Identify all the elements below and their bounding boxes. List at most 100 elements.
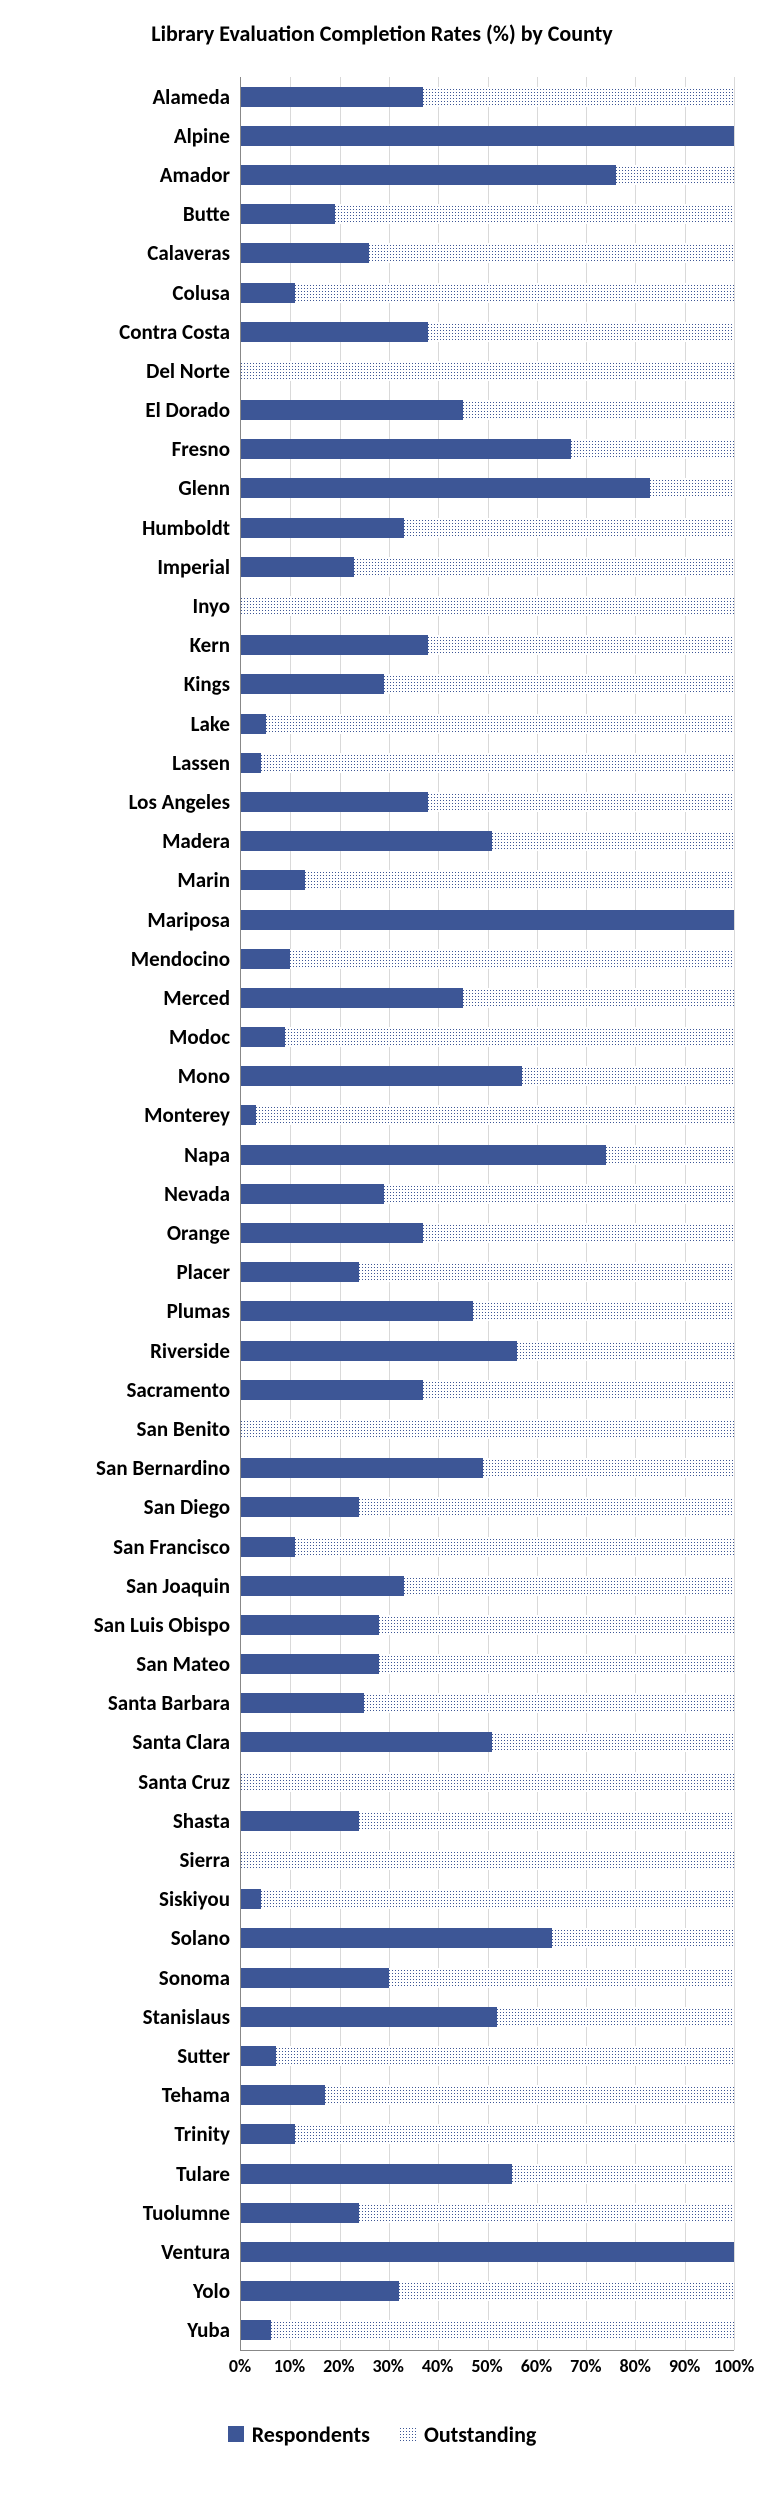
bar-outstanding — [389, 1968, 734, 1988]
county-label: Stanislaus — [30, 1997, 240, 2036]
bar-outstanding — [517, 1341, 734, 1361]
bar-outstanding — [428, 322, 734, 342]
bar-outstanding — [276, 2046, 734, 2066]
county-label: San Joaquin — [30, 1566, 240, 1605]
bar-outstanding — [483, 1458, 734, 1478]
bar-outstanding — [261, 1889, 734, 1909]
bar-outstanding — [359, 2203, 734, 2223]
bar-respondents — [241, 478, 650, 498]
bar-outstanding — [428, 792, 734, 812]
bar-respondents — [241, 557, 354, 577]
bar-outstanding — [359, 1811, 734, 1831]
county-label: Ventura — [30, 2232, 240, 2271]
legend-item-respondents: Respondents — [228, 2421, 370, 2448]
county-label: San Diego — [30, 1488, 240, 1527]
bar-outstanding — [492, 831, 734, 851]
bar-row — [241, 273, 734, 312]
bar-row — [241, 195, 734, 234]
bar-outstanding — [379, 1654, 734, 1674]
county-label: Modoc — [30, 1018, 240, 1057]
legend-label-respondents: Respondents — [252, 2421, 370, 2448]
county-label: Siskiyou — [30, 1880, 240, 1919]
county-label: Riverside — [30, 1331, 240, 1370]
county-label: Tehama — [30, 2076, 240, 2115]
x-tick: 40% — [422, 2355, 453, 2377]
bar-outstanding — [492, 1732, 734, 1752]
county-label: San Bernardino — [30, 1449, 240, 1488]
legend: Respondents Outstanding — [30, 2421, 734, 2448]
legend-item-outstanding: Outstanding — [400, 2421, 536, 2448]
bar-row — [241, 1213, 734, 1252]
bar-row — [241, 1801, 734, 1840]
bar-respondents — [241, 1693, 364, 1713]
bar-row — [241, 1292, 734, 1331]
bar-row — [241, 1645, 734, 1684]
county-label: Nevada — [30, 1174, 240, 1213]
bar-respondents — [241, 87, 423, 107]
bar-respondents — [241, 518, 404, 538]
x-tick: 0% — [229, 2355, 251, 2377]
bar-row — [241, 861, 734, 900]
county-label: Santa Cruz — [30, 1762, 240, 1801]
bar-respondents — [241, 243, 369, 263]
bar-row — [241, 1018, 734, 1057]
county-label: Mariposa — [30, 900, 240, 939]
bar-outstanding — [423, 87, 734, 107]
x-tick: 30% — [373, 2355, 404, 2377]
bar-row — [241, 1566, 734, 1605]
bar-row — [241, 508, 734, 547]
bar-row — [241, 351, 734, 390]
bar-row — [241, 430, 734, 469]
bar-row — [241, 312, 734, 351]
bar-respondents — [241, 1576, 404, 1596]
county-label: Placer — [30, 1253, 240, 1292]
bar-respondents — [241, 1732, 492, 1752]
bar-respondents — [241, 322, 428, 342]
bar-row — [241, 665, 734, 704]
bar-row — [241, 939, 734, 978]
bar-respondents — [241, 439, 571, 459]
bar-row — [241, 1723, 734, 1762]
county-label: Amador — [30, 155, 240, 194]
bar-outstanding — [423, 1223, 734, 1243]
bar-respondents — [241, 283, 295, 303]
bar-outstanding — [423, 1380, 734, 1400]
bar-respondents — [241, 1027, 285, 1047]
county-label: Marin — [30, 861, 240, 900]
bar-row — [241, 586, 734, 625]
county-label: Merced — [30, 978, 240, 1017]
bar-respondents — [241, 714, 266, 734]
bar-respondents — [241, 2007, 497, 2027]
county-label: Trinity — [30, 2115, 240, 2154]
bar-respondents — [241, 1262, 359, 1282]
bar-respondents — [241, 988, 463, 1008]
x-tick: 100% — [714, 2355, 755, 2377]
county-label: Butte — [30, 195, 240, 234]
bar-row — [241, 1684, 734, 1723]
county-label: Alameda — [30, 77, 240, 116]
bar-outstanding — [522, 1066, 734, 1086]
bar-outstanding — [497, 2007, 734, 2027]
bar-row — [241, 900, 734, 939]
x-tick: 20% — [323, 2355, 354, 2377]
bar-outstanding — [606, 1145, 734, 1165]
bar-outstanding — [384, 1184, 734, 1204]
bar-outstanding — [295, 2124, 734, 2144]
bar-outstanding — [463, 400, 734, 420]
bar-outstanding — [305, 870, 734, 890]
county-label: Alpine — [30, 116, 240, 155]
legend-swatch-respondents — [228, 2426, 244, 2442]
bar-respondents — [241, 1968, 389, 1988]
bar-outstanding — [399, 2281, 734, 2301]
bar-row — [241, 1370, 734, 1409]
bar-row — [241, 116, 734, 155]
plot-area — [240, 77, 734, 2351]
bar-row — [241, 2154, 734, 2193]
bar-respondents — [241, 1184, 384, 1204]
y-axis-labels: AlamedaAlpineAmadorButteCalaverasColusaC… — [30, 77, 240, 2351]
bar-row — [241, 77, 734, 116]
bar-outstanding — [285, 1027, 734, 1047]
county-label: Yolo — [30, 2272, 240, 2311]
bar-row — [241, 1057, 734, 1096]
bar-outstanding — [650, 478, 734, 498]
